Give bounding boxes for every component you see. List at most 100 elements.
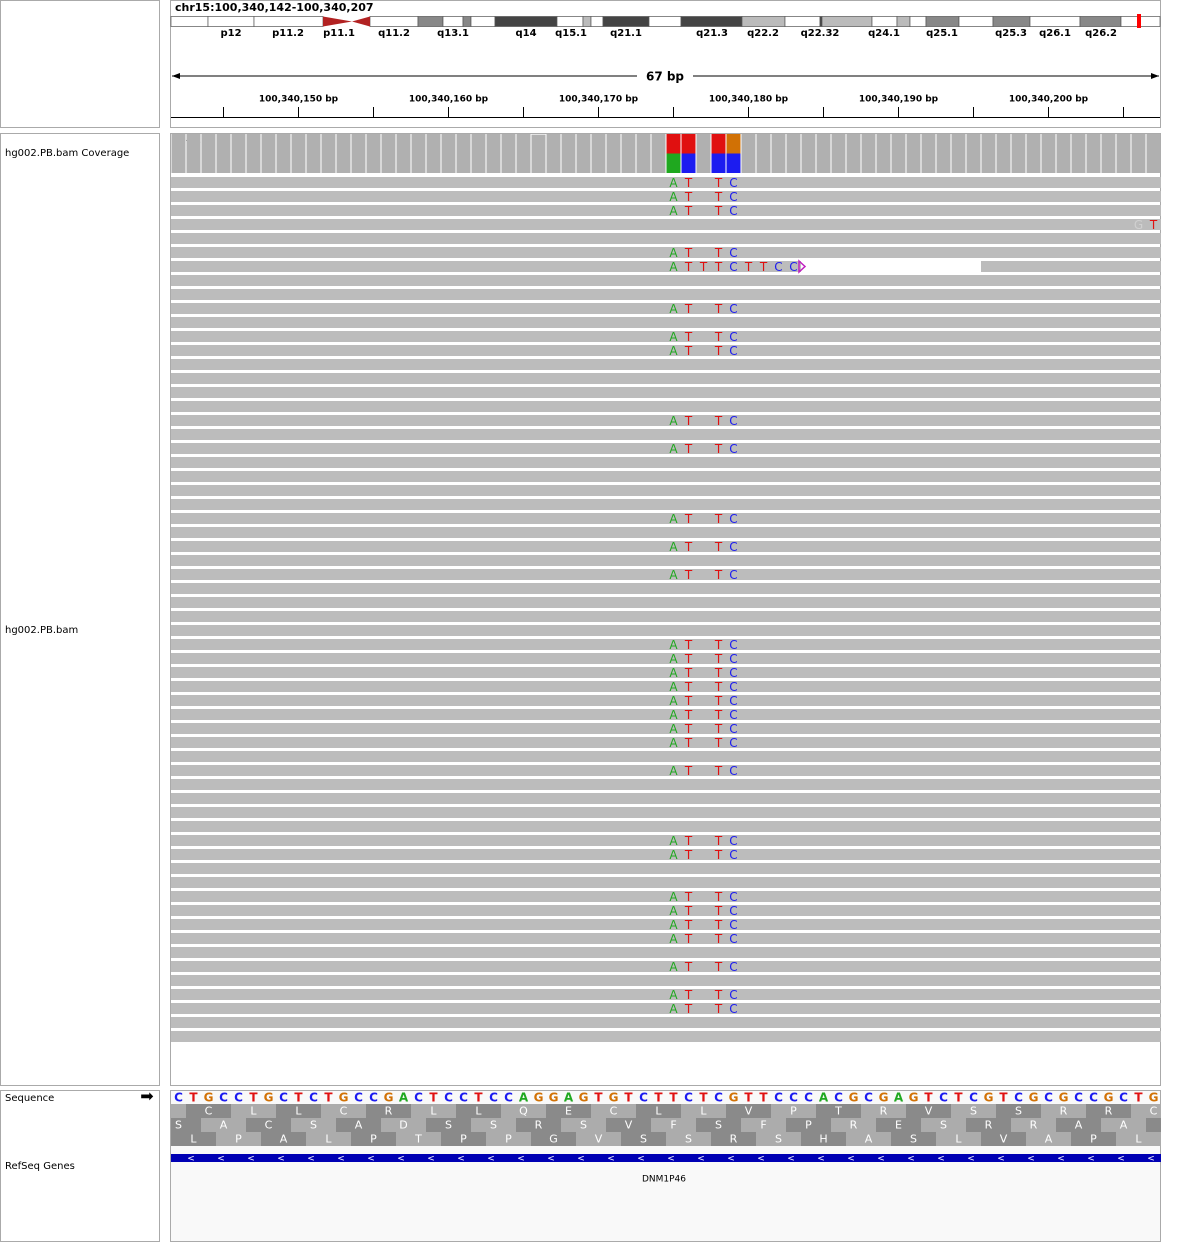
cytoband: [784, 16, 821, 27]
span-arrow: [1151, 73, 1159, 79]
codon: [366, 1104, 411, 1118]
coverage-bar: [381, 134, 396, 173]
sequence-base: C: [969, 1091, 978, 1105]
coverage-bar: [621, 134, 636, 173]
sequence-base: T: [249, 1091, 258, 1105]
sequence-base: T: [654, 1091, 663, 1105]
strand-chevron: <: [367, 1154, 375, 1164]
codon: [351, 1132, 396, 1146]
cytoband: [602, 16, 650, 27]
amino-acid: L: [430, 1105, 437, 1118]
codon: [636, 1104, 681, 1118]
sequence-base: A: [894, 1091, 904, 1105]
mismatch-base: C: [729, 764, 737, 778]
sequence-base: C: [279, 1091, 288, 1105]
codon: [336, 1118, 381, 1132]
coverage-bar: [426, 134, 441, 173]
mismatch-base: A: [669, 302, 678, 316]
mismatch-base: T: [684, 190, 693, 204]
coverage-bar: [501, 134, 516, 173]
ruler-tick-label: 100,340,190 bp: [859, 95, 939, 105]
strand-chevron: <: [1057, 1154, 1065, 1164]
cytoband: [958, 16, 994, 27]
sequence-base: G: [609, 1091, 619, 1105]
mismatch-base: C: [789, 260, 797, 274]
codon: [741, 1118, 786, 1132]
coverage-bar: [996, 134, 1011, 173]
read: [171, 303, 1161, 314]
codon: [846, 1132, 891, 1146]
sequence-base: T: [759, 1091, 768, 1105]
mismatch-base: T: [714, 204, 723, 218]
read: [171, 569, 1161, 580]
mismatch-base: T: [714, 414, 723, 428]
coverage-bar: [306, 134, 321, 173]
cytoband-label: q13.1: [437, 28, 469, 39]
amino-acid: C: [340, 1105, 348, 1118]
coverage-bar: [516, 134, 531, 173]
codon: [276, 1104, 321, 1118]
mismatch-base: A: [669, 722, 678, 736]
coverage-bar: [861, 134, 876, 173]
ruler-tick-label: 100,340,200 bp: [1009, 95, 1089, 105]
mismatch-base: T: [684, 918, 693, 932]
coverage-bar: [486, 134, 501, 173]
read: [171, 821, 1161, 832]
sequence-base: C: [939, 1091, 948, 1105]
codon: [861, 1104, 906, 1118]
mismatch-base: T: [714, 680, 723, 694]
mismatch-base: T: [684, 246, 693, 260]
sequence-base: T: [744, 1091, 753, 1105]
strand-arrow-icon[interactable]: ➡: [140, 1087, 153, 1106]
sequence-base: G: [1104, 1091, 1114, 1105]
mismatch-base: T: [684, 694, 693, 708]
sequence-base: C: [864, 1091, 873, 1105]
centromere: [352, 16, 370, 27]
mismatch-base: C: [729, 190, 737, 204]
codon: [1101, 1118, 1146, 1132]
amino-acid: R: [985, 1119, 993, 1132]
mismatch-base: T: [714, 666, 723, 680]
codon: [306, 1132, 351, 1146]
coverage-bar: [636, 134, 651, 173]
ruler-tick-label: 100,340,180 bp: [709, 95, 789, 105]
mismatch-base: C: [729, 176, 737, 190]
amino-acid: A: [280, 1133, 288, 1146]
span-label: 67 bp: [646, 70, 684, 84]
read: [171, 737, 1161, 748]
amino-acid: L: [295, 1105, 302, 1118]
mismatch-base: A: [669, 848, 678, 862]
cytoband-label: q21.1: [610, 28, 642, 39]
cytoband-label: q11.2: [378, 28, 410, 39]
cytoband: [821, 16, 873, 27]
read: [171, 807, 1161, 818]
mismatch-base: A: [669, 344, 678, 358]
amino-acid: C: [1150, 1105, 1158, 1118]
mismatch-base: A: [669, 890, 678, 904]
mismatch-base: T: [684, 988, 693, 1002]
coverage-bar: [186, 134, 201, 173]
read: [171, 989, 1161, 1000]
read: [171, 891, 1161, 902]
sequence-base: G: [849, 1091, 859, 1105]
mismatch-base: T: [684, 204, 693, 218]
mismatch-base: C: [729, 1002, 737, 1016]
mismatch-base: A: [669, 960, 678, 974]
strand-chevron: <: [817, 1154, 825, 1164]
sequence-base: G: [1059, 1091, 1069, 1105]
sequence-base: G: [384, 1091, 394, 1105]
codon: [1116, 1132, 1161, 1146]
strand-chevron: <: [517, 1154, 525, 1164]
mismatch-base: C: [729, 666, 737, 680]
mismatch-base: T: [714, 302, 723, 316]
codon: [171, 1118, 201, 1132]
amino-acid: P: [235, 1133, 242, 1146]
codon: [1011, 1118, 1056, 1132]
sequence-base: G: [879, 1091, 889, 1105]
mismatch-base: C: [729, 680, 737, 694]
mismatch-base: T: [684, 834, 693, 848]
sequence-base: C: [804, 1091, 813, 1105]
mismatch-base: T: [684, 260, 693, 274]
cytoband-label: p11.2: [272, 28, 304, 39]
cytoband: [896, 16, 911, 27]
